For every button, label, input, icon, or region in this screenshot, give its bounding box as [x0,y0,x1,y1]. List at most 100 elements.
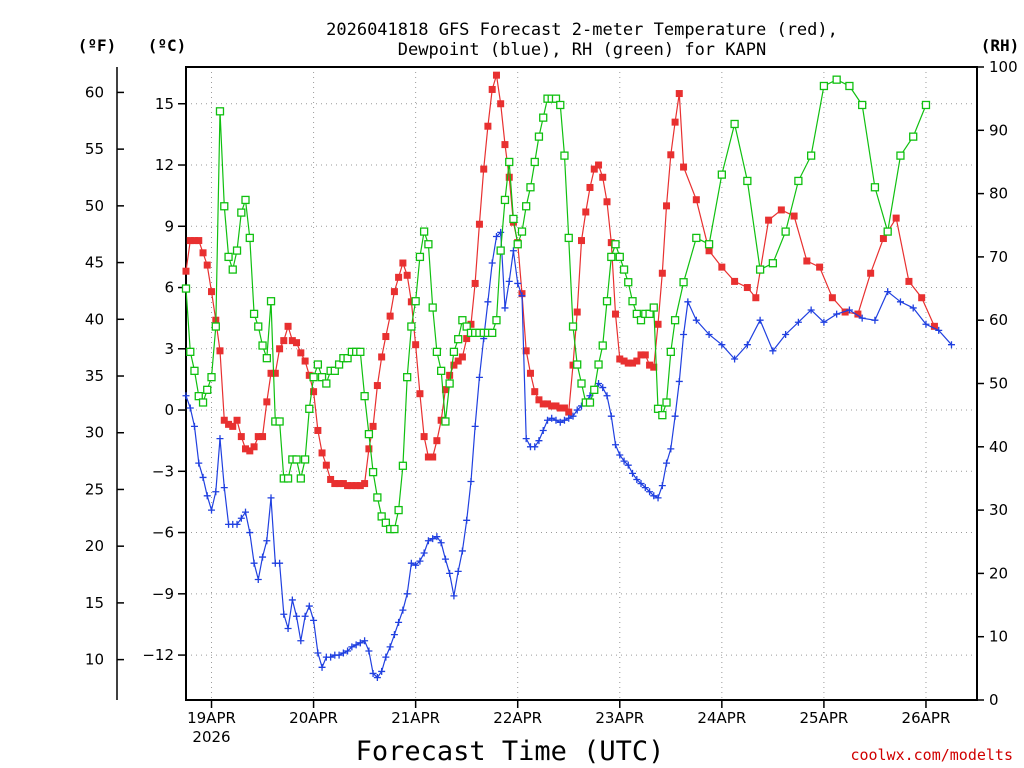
temperature-point [731,277,739,285]
rh-point [441,417,450,426]
dewpoint-point [743,341,751,349]
rh-point [381,518,390,527]
rh-tick-label: 0 [989,691,999,709]
rh-tick-label: 80 [989,185,1008,203]
temperature-point [692,196,700,204]
temperature-point [522,347,530,355]
temperature-point [271,369,279,377]
temperature-point [237,433,245,441]
x-tick-label: 20APR [289,709,338,727]
dewpoint-point [314,649,322,657]
rh-tick-label: 30 [989,501,1008,519]
dewpoint-point [220,484,228,492]
dewpoint-point [437,539,445,547]
temperature-point [828,294,836,302]
temperature-point [620,357,628,365]
rh-tick-label: 50 [989,375,1008,393]
rh-point [730,119,739,129]
rh-point [190,366,199,375]
temperature-point [280,337,288,345]
temperature-point [335,480,343,488]
dewpoint-point [782,330,790,338]
rh-point [454,335,463,344]
temperature-point [569,361,577,369]
dewpoint-point [756,316,764,324]
temperature-point [582,208,590,216]
rh-point [407,322,416,331]
dewpoint-point [263,537,271,545]
x-tick-label: 23APR [595,709,644,727]
temperature-point [195,237,203,245]
dewpoint-point [565,414,573,422]
dewpoint-point [896,298,904,306]
rh-point [607,252,616,262]
dewpoint-point [246,529,254,537]
temperature-point [339,480,347,488]
rh-point [398,461,408,470]
temperature-point [544,400,552,408]
rh-point [228,265,237,274]
temperature-point [790,212,798,220]
rh-point [636,316,646,325]
dewpoint-point [378,667,386,675]
rh-point [194,392,203,401]
temperature-point [399,259,407,267]
x-tick-label: 21APR [391,709,440,727]
dewpoint-point [675,377,683,385]
dewpoint-point [858,314,866,322]
dewpoint-point [242,508,250,516]
dewpoint-point [420,549,428,557]
temperature-point [229,422,237,430]
dewpoint-point [616,451,624,459]
dewpoint-point [267,494,275,502]
temperature-point [505,173,513,181]
dewpoint-point [535,437,543,445]
temperature-point [565,408,573,416]
celsius-tick-label: 3 [164,340,174,358]
temperature-point [667,151,675,159]
temperature-point [671,118,679,126]
temperature-point [348,482,356,490]
rh-point [203,385,212,394]
rh-point [232,246,242,255]
temperature-point [369,422,377,430]
temperature-point [560,404,568,412]
rh-point [330,366,339,375]
rh-point [220,202,229,211]
temperature-point [225,420,233,428]
rh-point [594,360,603,369]
dewpoint-point [407,559,415,567]
rh-point [334,360,344,369]
rh-point [539,113,548,122]
fahrenheit-tick-label: 20 [85,537,104,555]
rh-point [560,151,569,160]
dewpoint-point [335,651,343,659]
temperature-point [322,461,330,469]
dewpoint-point [237,514,245,522]
temperature-point [458,353,466,361]
rh-point [819,81,829,91]
credit-text: coolwx.com/modelts [850,746,1013,764]
temperature-point [361,480,369,488]
rh-point [403,373,412,382]
dewpoint-point [650,492,658,500]
temperature-point [259,433,267,441]
dewpoint-point [382,653,390,661]
celsius-tick-label: 6 [164,279,174,297]
rh-point [432,347,442,357]
rh-point [300,455,310,464]
temperature-point [250,443,258,451]
rh-point [186,347,195,357]
temperature-point [475,220,483,228]
temperature-point [646,361,654,369]
series-temperature [182,71,938,490]
dewpoint-point [182,392,190,400]
rh-point [645,309,654,319]
temperature-point [586,183,594,191]
dewpoint-point [471,422,479,430]
dewpoint-point [254,576,262,584]
dewpoint-point [212,488,220,496]
rh-point [845,81,854,91]
temperature-point [467,320,475,328]
dewpoint-point [497,228,505,236]
